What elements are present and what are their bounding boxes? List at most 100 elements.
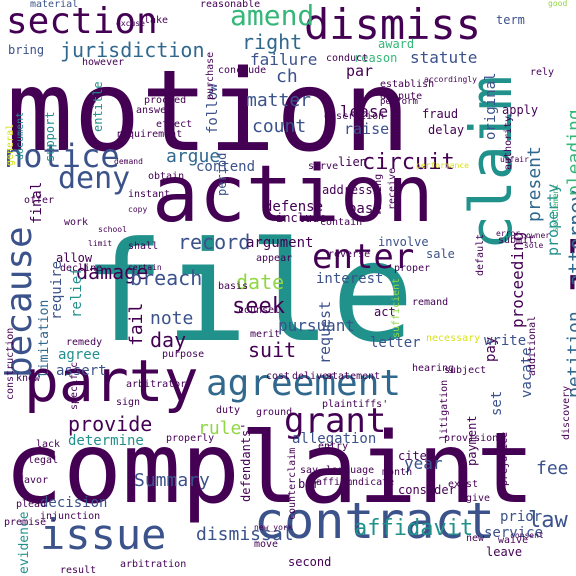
- word-section: section: [6, 1, 158, 42]
- word-entry: entry: [318, 441, 349, 452]
- word-statement: statement: [326, 371, 381, 382]
- word-favor: favor: [18, 475, 49, 486]
- word-par: par: [346, 62, 374, 80]
- word-arbitration: arbitration: [120, 559, 187, 570]
- word-material: material: [30, 0, 79, 10]
- word-perform: perform: [380, 97, 418, 107]
- word-right: right: [242, 30, 303, 54]
- word-remedy: remedy: [66, 337, 103, 348]
- word-answer: answer: [136, 105, 173, 116]
- word-new-york: new_york: [254, 523, 293, 532]
- word-enter: enter: [312, 237, 415, 277]
- word-litigation: litigation: [439, 379, 450, 440]
- word-work: work: [64, 217, 89, 228]
- word-limit: limit: [88, 239, 113, 248]
- word-know: know: [16, 373, 41, 384]
- word-allegation: allegation: [292, 431, 377, 447]
- word-finding: finding: [373, 173, 384, 216]
- word-contract: contract: [254, 492, 495, 550]
- word-complaint: complaint: [4, 412, 536, 526]
- word-decline: decline: [60, 263, 103, 274]
- word-damage: damage: [76, 260, 149, 284]
- word-owner: owner: [526, 231, 551, 240]
- word-serve: serve: [308, 161, 339, 172]
- word-address: address: [322, 183, 373, 197]
- word-fail: fail: [126, 302, 147, 346]
- word-obtain: obtain: [148, 171, 185, 182]
- word-lease: lease: [340, 102, 389, 121]
- word-defense: defense: [264, 199, 324, 215]
- word-reasonable: reasonable: [200, 0, 261, 10]
- word-raise: raise: [344, 120, 390, 138]
- word-month: month: [382, 467, 413, 478]
- word-bar: bar: [298, 477, 320, 491]
- word-merit: merit: [250, 329, 281, 340]
- word-circuit: circuit: [362, 150, 455, 175]
- word-fraud: fraud: [422, 107, 459, 121]
- word-statute: statute: [410, 48, 478, 67]
- word-school: school: [98, 225, 127, 234]
- word-premise: premise: [4, 517, 47, 528]
- word-interest: interest: [316, 271, 384, 287]
- word-waive: waive: [498, 535, 529, 546]
- word-day: day: [150, 328, 187, 352]
- word-discretion: discretion: [324, 111, 385, 122]
- word-decision: decision: [40, 495, 108, 511]
- word-appear: appear: [256, 253, 293, 264]
- word-plaintiffs: plaintiffs': [322, 399, 389, 410]
- word-date: date: [236, 270, 285, 294]
- word-fee: fee: [536, 458, 569, 479]
- word-properly: properly: [166, 433, 215, 444]
- word-breach: breach: [130, 266, 203, 290]
- word-note: note: [150, 308, 194, 329]
- word-law: law: [528, 508, 568, 533]
- word-consent: consent: [510, 531, 544, 540]
- word-purchase: purchase: [205, 51, 216, 100]
- word-deny: deny: [58, 161, 131, 196]
- word-excuse: excuse: [116, 19, 145, 28]
- word-specific: specific: [69, 361, 80, 410]
- word-demand: demand: [114, 157, 143, 166]
- word-receive: receive: [387, 167, 398, 210]
- word-summary: Summary: [134, 470, 210, 491]
- word-ch: ch: [276, 66, 298, 87]
- word-plead: plead: [16, 499, 47, 510]
- word-reverse: reverse: [328, 249, 371, 260]
- word-matter: matter: [246, 90, 312, 111]
- word-subject: subject: [444, 365, 487, 376]
- word-grant: grant: [284, 401, 387, 441]
- word-contend: contend: [196, 159, 256, 175]
- word-necessary: necessary: [426, 333, 481, 344]
- word-set: set: [489, 390, 505, 416]
- word-copy: copy: [128, 205, 148, 214]
- word-entitle: entitle: [91, 81, 105, 132]
- word-cost: cost: [266, 371, 291, 382]
- word-seek: seek: [232, 294, 285, 319]
- word-sign: sign: [116, 397, 141, 408]
- word-ground: ground: [256, 407, 293, 418]
- word-rely: rely: [530, 67, 555, 78]
- word-period: period: [215, 152, 229, 196]
- word-lien: lien: [338, 155, 367, 169]
- word-provision: provision: [444, 433, 499, 444]
- word-agree: agree: [58, 347, 101, 363]
- word-instant: instant: [128, 189, 171, 200]
- word-act: act: [374, 305, 396, 319]
- word-legal: legal: [28, 455, 59, 466]
- word-allow: allow: [56, 251, 93, 265]
- word-pleading: pleading: [564, 109, 576, 196]
- word-suit: suit: [248, 338, 297, 362]
- word-purpose: purpose: [162, 349, 205, 360]
- word-settlement: settlement: [551, 183, 560, 232]
- word-establish: establish: [380, 79, 435, 90]
- word-prejudice: prejudice: [499, 431, 510, 486]
- word-sufficient: sufficient: [391, 277, 402, 338]
- word-rule: rule: [198, 418, 242, 439]
- word-remand: remand: [412, 297, 449, 308]
- word-dismiss: dismiss: [304, 0, 482, 49]
- word-failure: failure: [250, 50, 318, 69]
- word-discovery: discovery: [561, 385, 572, 440]
- word-write: write: [484, 333, 527, 349]
- word-counsel: counsel: [238, 305, 281, 316]
- word-conclude: conclude: [218, 65, 267, 76]
